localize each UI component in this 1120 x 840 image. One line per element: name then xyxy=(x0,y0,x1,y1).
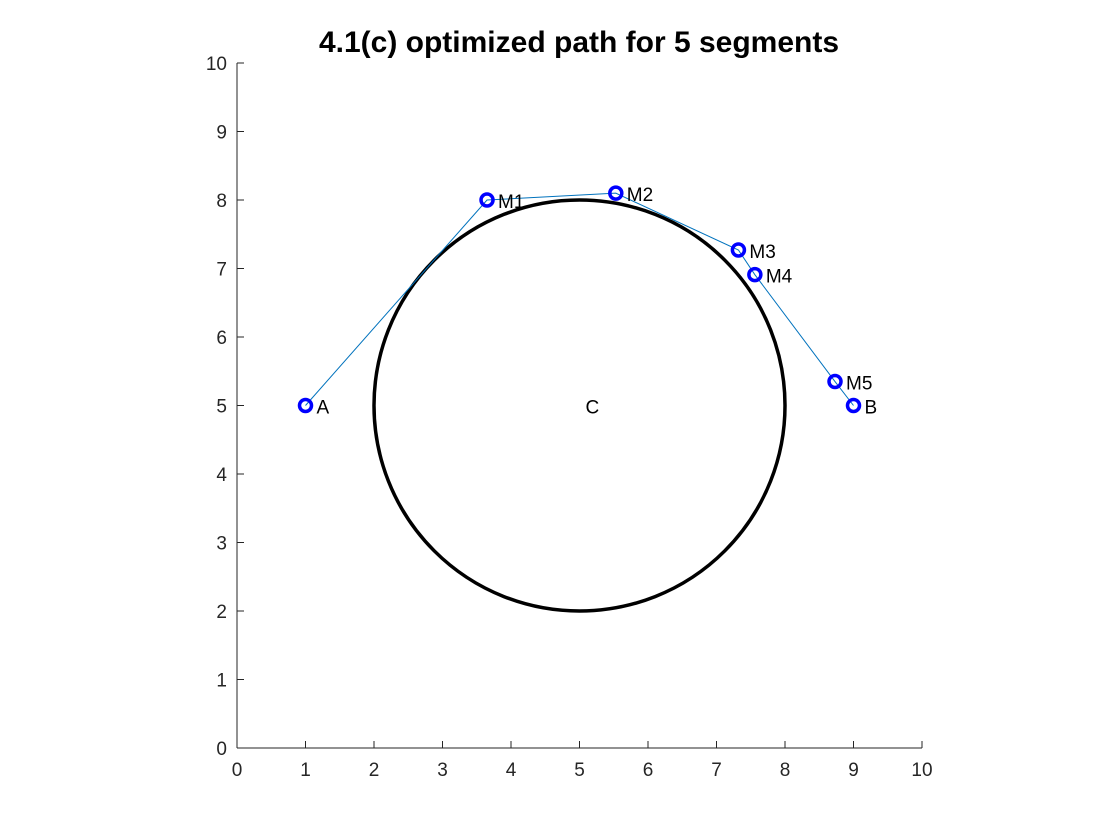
x-tick-label: 3 xyxy=(437,760,448,781)
x-tick-label: 8 xyxy=(780,760,791,781)
point-label-a: A xyxy=(317,398,330,419)
point-marker-m1 xyxy=(479,192,495,208)
point-label-m5: M5 xyxy=(846,374,872,395)
y-tick-label: 8 xyxy=(216,191,227,212)
y-tick-label: 10 xyxy=(206,54,227,75)
x-tick-label: 6 xyxy=(643,760,654,781)
x-tick-label: 2 xyxy=(369,760,380,781)
y-tick-label: 6 xyxy=(216,328,227,349)
point-label-m4: M4 xyxy=(766,267,793,288)
point-marker-b xyxy=(845,397,862,414)
point-label-b: B xyxy=(865,398,878,419)
y-tick-label: 0 xyxy=(216,739,227,760)
path-layer xyxy=(305,192,854,406)
point-label-m3: M3 xyxy=(749,242,775,263)
label-layer: A M1 M2 M3 M4 M5 B C xyxy=(317,185,878,418)
x-tick-label: 0 xyxy=(232,760,243,781)
y-tick-label: 5 xyxy=(216,397,227,418)
y-tick-label: 4 xyxy=(216,465,227,486)
chart-title: 4.1(c) optimized path for 5 segments xyxy=(319,26,839,59)
axes: 0 1 2 3 4 5 6 7 8 9 10 0 1 2 3 4 5 6 7 8 9 10 xyxy=(206,54,933,781)
x-tick-label: 4 xyxy=(506,760,517,781)
point-label-m2: M2 xyxy=(627,185,653,206)
x-tick-label: 9 xyxy=(848,760,859,781)
circle-layer xyxy=(372,198,787,613)
point-marker-m3 xyxy=(730,242,747,258)
x-tick-label: 10 xyxy=(911,760,932,781)
point-marker-m5 xyxy=(827,373,843,390)
y-tick-label: 1 xyxy=(216,671,227,692)
y-tick-label: 3 xyxy=(216,534,227,555)
x-tick-label: 5 xyxy=(574,760,585,781)
point-marker-a xyxy=(297,397,314,414)
y-tick-label: 7 xyxy=(216,260,227,281)
x-tick-label: 7 xyxy=(711,760,722,781)
y-tick-label: 9 xyxy=(216,123,227,144)
center-label: C xyxy=(586,398,600,419)
y-tick-label: 2 xyxy=(216,602,227,623)
path-line xyxy=(305,192,854,406)
x-tick-label: 1 xyxy=(300,760,311,781)
obstacle-circle xyxy=(372,198,787,613)
point-label-m1: M1 xyxy=(498,192,524,213)
marker-layer xyxy=(297,185,862,414)
point-marker-m2 xyxy=(608,185,624,201)
point-marker-m4 xyxy=(747,266,763,283)
